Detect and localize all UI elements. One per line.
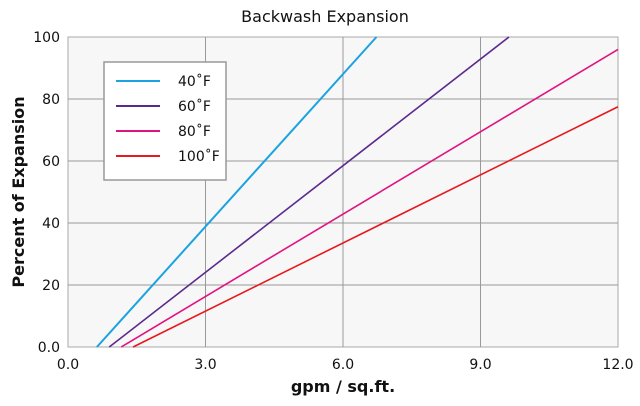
legend: 40˚F 60˚F 80˚F 100˚F <box>103 61 227 181</box>
x-tick-label: 12.0 <box>602 357 633 373</box>
y-tick-label: 100 <box>33 30 60 46</box>
x-tick-label: 6.0 <box>332 357 354 373</box>
chart-title: Backwash Expansion <box>241 7 409 26</box>
x-axis-label: gpm / sq.ft. <box>291 377 395 396</box>
series-line-1 <box>108 36 510 348</box>
series-line-2 <box>120 48 619 348</box>
x-tick-label: 3.0 <box>194 357 216 373</box>
y-tick-label: 0.0 <box>38 340 60 356</box>
legend-label: 80˚F <box>178 123 211 140</box>
y-axis-label: Percent of Expansion <box>9 96 28 287</box>
y-tick-label: 40 <box>42 216 60 232</box>
x-tick-label: 9.0 <box>469 357 491 373</box>
y-tick-label: 20 <box>42 278 60 294</box>
series-line-3 <box>132 106 619 348</box>
legend-label: 40˚F <box>178 73 211 90</box>
legend-label: 60˚F <box>178 98 211 115</box>
legend-label: 100˚F <box>178 148 220 165</box>
y-tick-label: 60 <box>42 154 60 170</box>
y-tick-label: 80 <box>42 92 60 108</box>
x-tick-label: 0.0 <box>57 357 79 373</box>
series-line-0 <box>96 36 378 348</box>
